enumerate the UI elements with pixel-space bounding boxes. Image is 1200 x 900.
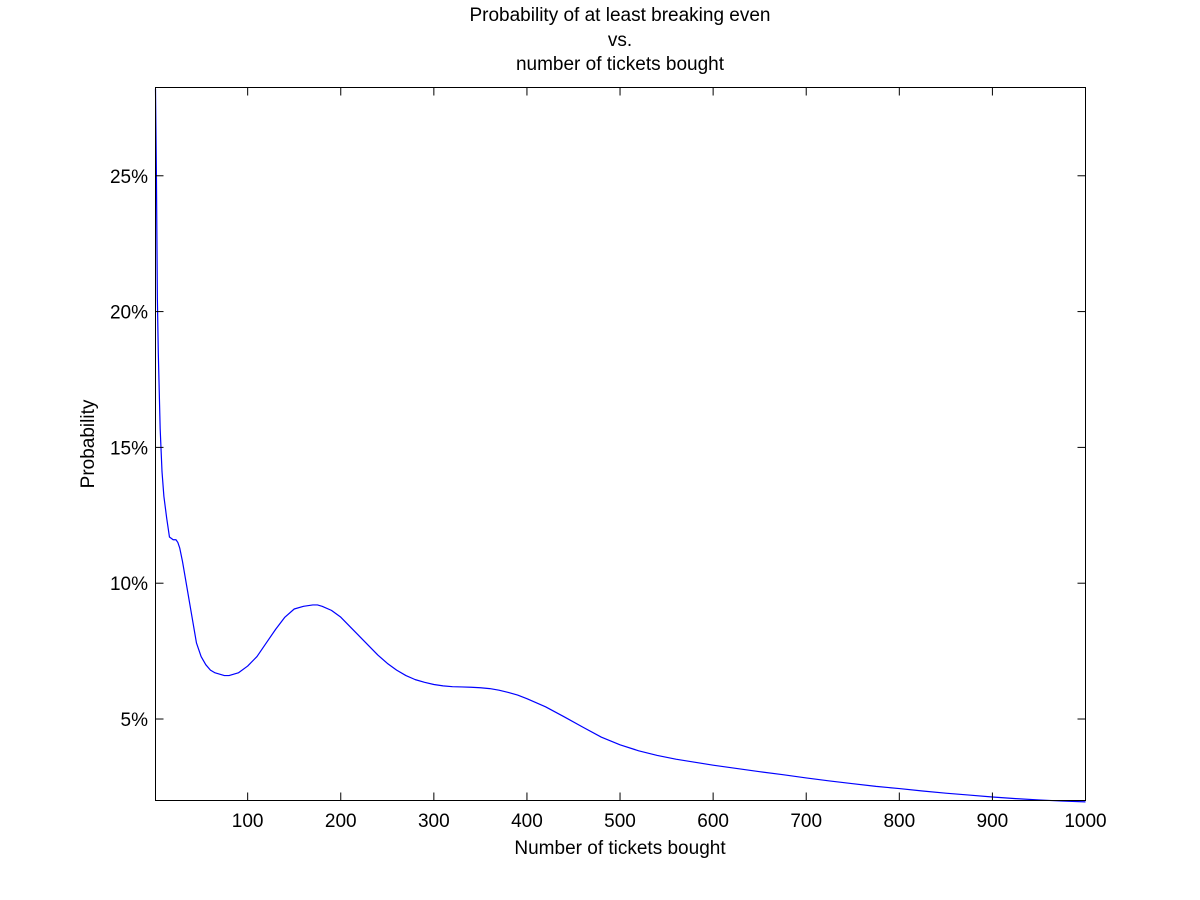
chart-title: Probability of at least breaking even vs… (469, 5, 770, 75)
x-axis-ticks: 100 200 300 400 500 600 700 800 900 1000 (232, 87, 1107, 832)
y-tick-label: 10% (110, 574, 148, 595)
y-tick-label: 20% (110, 303, 148, 324)
chart-title-line-2: vs. (608, 30, 632, 51)
x-tick-label: 900 (977, 811, 1009, 832)
x-tick-label: 300 (418, 811, 450, 832)
x-tick-label: 600 (697, 811, 729, 832)
x-axis-label: Number of tickets bought (514, 838, 726, 859)
x-tick-label: 700 (790, 811, 822, 832)
y-tick-label: 15% (110, 438, 148, 459)
y-axis-ticks: 5% 10% 15% 20% 25% (110, 167, 1086, 731)
y-tick-label: 5% (121, 710, 149, 731)
chart-title-line-1: Probability of at least breaking even (469, 5, 770, 26)
y-axis-label: Probability (78, 399, 99, 488)
x-tick-label: 800 (883, 811, 915, 832)
probability-series-line (154, 88, 1086, 803)
x-tick-label: 400 (511, 811, 543, 832)
y-tick-label: 25% (110, 167, 148, 188)
x-tick-label: 500 (604, 811, 636, 832)
x-tick-label: 1000 (1064, 811, 1106, 832)
x-tick-label: 200 (325, 811, 357, 832)
chart-title-line-3: number of tickets bought (516, 54, 725, 75)
x-tick-label: 100 (232, 811, 264, 832)
